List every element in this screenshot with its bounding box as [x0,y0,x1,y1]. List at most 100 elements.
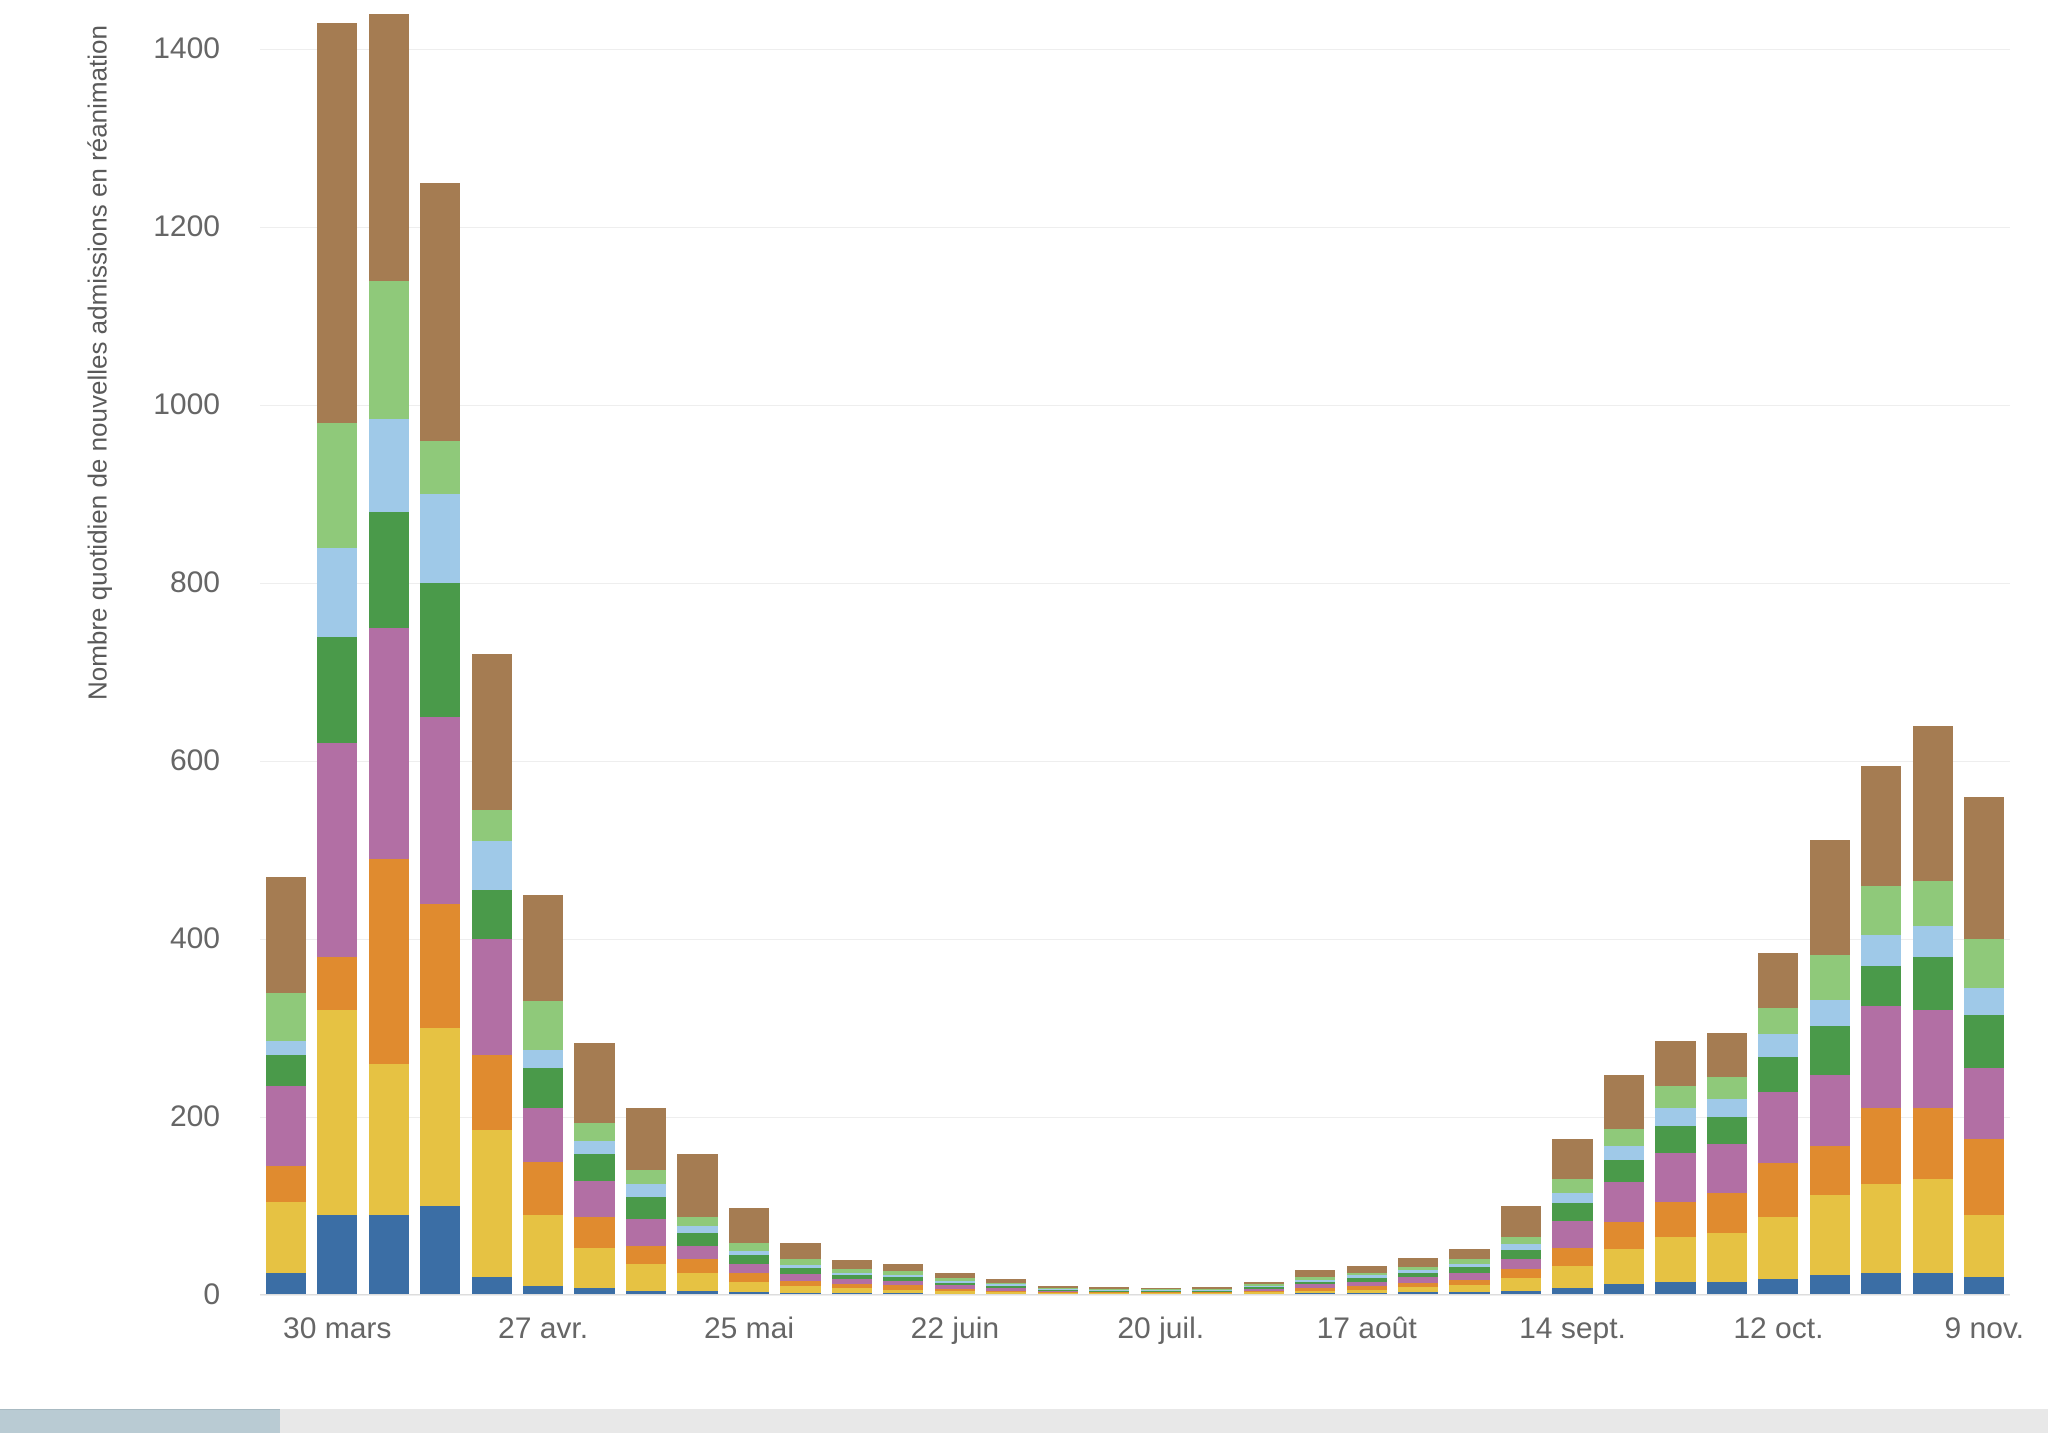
bar[interactable] [1964,797,2004,1295]
bar[interactable] [780,1243,820,1295]
bar-segment [1295,1284,1335,1288]
bar-segment [1552,1179,1592,1192]
bar-segment [317,637,357,744]
bar-segment [883,1275,923,1278]
bar-segment [1810,1275,1850,1295]
bar-segment [472,1277,512,1295]
bar-segment [1810,1146,1850,1195]
x-axis-baseline [260,1294,2010,1295]
bar-segment [1604,1249,1644,1285]
bar-segment [1295,1282,1335,1285]
bar-segment [1810,1075,1850,1146]
bar[interactable] [1244,1282,1284,1295]
bar[interactable] [1758,952,1798,1295]
bar-segment [1295,1288,1335,1291]
bar-segment [1449,1264,1489,1268]
bar[interactable] [986,1279,1026,1295]
bar[interactable] [677,1154,717,1295]
bar-segment [1861,935,1901,966]
bar-segment [1398,1283,1438,1287]
bar-segment [369,1064,409,1215]
bar-segment [266,1086,306,1166]
bar[interactable] [1398,1258,1438,1295]
bar[interactable] [1449,1249,1489,1295]
bar-segment [266,1041,306,1054]
bar-segment [1449,1273,1489,1280]
bar-segment [1810,1195,1850,1275]
bar[interactable] [935,1273,975,1295]
bar-segment [1655,1282,1695,1295]
bar-segment [1964,1277,2004,1295]
bar[interactable] [369,14,409,1295]
bar-segment [729,1255,769,1264]
bar-segment [1244,1289,1284,1291]
bar-segment [883,1290,923,1294]
bar-segment [1964,1015,2004,1068]
scrollbar-track [0,1409,2048,1433]
bar-segment [1295,1277,1335,1280]
bar-segment [1604,1222,1644,1249]
bar[interactable] [574,1043,614,1295]
bar-segment [626,1197,666,1219]
bar[interactable] [1913,726,1953,1295]
bar[interactable] [1810,840,1850,1296]
bar-segment [1552,1139,1592,1179]
bar-segment [1964,1215,2004,1277]
bar[interactable] [523,895,563,1295]
bar[interactable] [1552,1139,1592,1295]
x-tick-label: 17 août [1317,1312,1417,1346]
bar-segment [317,1215,357,1295]
gridline [260,49,2010,50]
bar[interactable] [317,23,357,1295]
y-tick-label: 1400 [110,32,220,66]
bar-segment [626,1219,666,1246]
bar-segment [1604,1160,1644,1182]
bar-segment [729,1282,769,1293]
bar-segment [1501,1250,1541,1259]
bar-segment [420,904,460,1029]
bar[interactable] [1501,1206,1541,1295]
bar[interactable] [1604,1075,1644,1295]
bar-segment [574,1248,614,1288]
bar[interactable] [472,654,512,1295]
bar-segment [1758,1092,1798,1163]
bar-segment [1758,1217,1798,1279]
bar-segment [1758,1008,1798,1035]
bar-segment [472,841,512,890]
bar-segment [729,1208,769,1244]
bar-segment [986,1288,1026,1291]
bar-segment [832,1275,872,1279]
bar-segment [935,1281,975,1283]
bar[interactable] [729,1208,769,1295]
gridline [260,227,2010,228]
bar-segment [1192,1289,1232,1290]
bar-segment [677,1259,717,1272]
bar-segment [832,1260,872,1269]
bar-segment [1089,1291,1129,1292]
bar-segment [729,1251,769,1255]
bar[interactable] [1655,1041,1695,1295]
bar[interactable] [1707,1033,1747,1295]
bar[interactable] [420,183,460,1295]
bar-segment [729,1264,769,1273]
bar[interactable] [883,1264,923,1295]
bar-segment [369,1215,409,1295]
bar[interactable] [1295,1270,1335,1295]
scrollbar-thumb[interactable] [0,1409,280,1433]
bar-segment [1861,1273,1901,1295]
gridline [260,1295,2010,1296]
bar-segment [1655,1041,1695,1085]
bar-segment [986,1286,1026,1288]
bar-segment [1810,1026,1850,1075]
bar[interactable] [832,1260,872,1295]
bar-segment [523,1050,563,1068]
bar[interactable] [1347,1266,1387,1295]
bar-segment [832,1269,872,1273]
bar-segment [523,1001,563,1050]
bar[interactable] [266,877,306,1295]
bar[interactable] [1861,766,1901,1295]
bar-segment [729,1273,769,1282]
bar-segment [1347,1286,1387,1290]
bar-segment [1861,1006,1901,1108]
bar[interactable] [626,1108,666,1295]
